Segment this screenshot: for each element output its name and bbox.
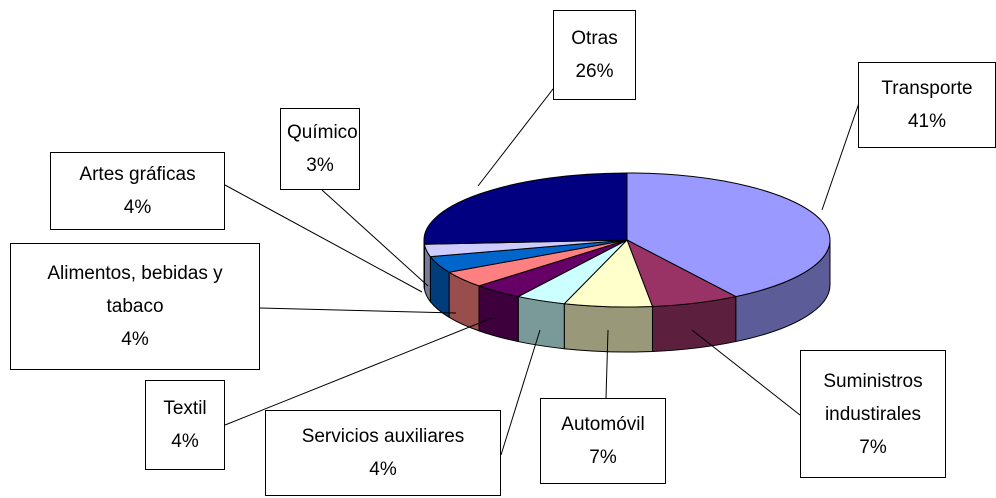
data-label: Automóvil 7% [540,398,666,484]
label-name: Artes gráficas [79,164,196,185]
slice-side [517,295,565,350]
leader-line [821,99,861,211]
label-name: Automóvil [561,414,645,435]
label-name: Alimentos, bebidas y tabaco [47,263,223,317]
label-value: 4% [369,459,397,480]
leader-line [259,307,457,314]
label-name: Servicios auxiliares [301,426,465,447]
label-name: Transporte [881,78,973,99]
data-label: Textil 4% [145,380,225,470]
slice-side [563,303,653,353]
label-value: 7% [859,436,887,458]
label-value: 4% [123,197,152,218]
data-label: Químico 3% [280,108,360,190]
leader-line [605,329,609,399]
slice [423,172,628,245]
leader-line [477,79,561,187]
data-label: Alimentos, bebidas y tabaco 4% [10,243,260,370]
leader-line [321,189,429,287]
leader-line [224,184,423,293]
data-label: Otras 26% [553,10,636,100]
label-name: Químico [287,122,358,143]
label-value: 7% [589,447,617,468]
label-value: 4% [171,431,199,452]
label-value: 3% [306,155,334,176]
label-value: 41% [907,111,947,132]
leader-line [691,329,801,416]
label-name: Textil [163,398,207,419]
data-label: Transporte 41% [858,62,996,148]
label-name: Otras [571,28,618,49]
data-label: Servicios auxiliares 4% [265,410,501,496]
label-name: Suministros industirales [823,370,923,425]
data-label: Artes gráficas 4% [50,152,225,230]
leader-line [500,329,541,456]
label-value: 26% [575,61,614,82]
slice [626,172,831,298]
leader-line [224,317,493,426]
data-label: Suministros industirales 7% [800,350,946,478]
label-value: 4% [121,329,149,350]
